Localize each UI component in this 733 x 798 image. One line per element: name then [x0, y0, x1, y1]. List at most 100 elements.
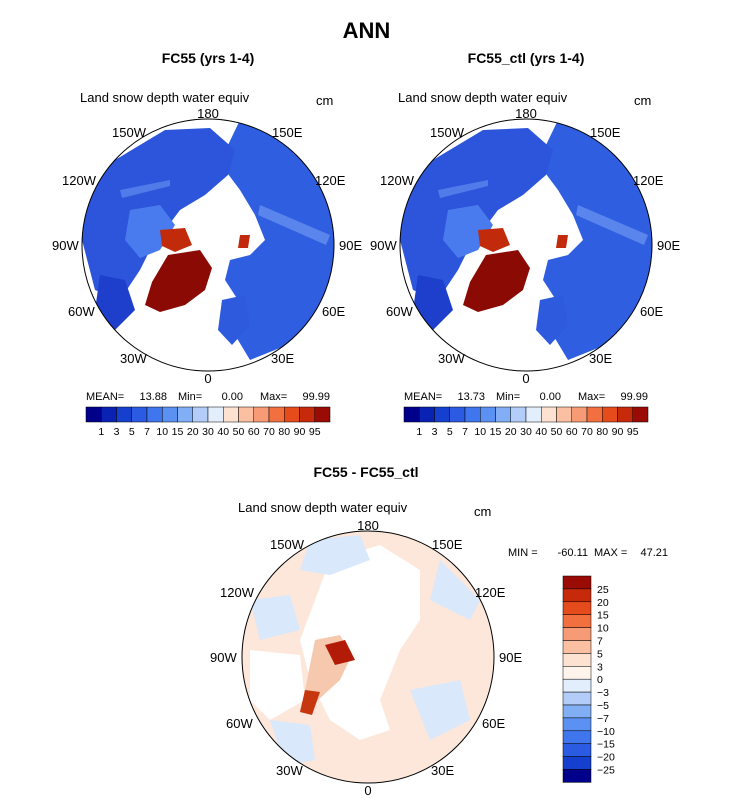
stats-mean-label: MEAN= [86, 391, 124, 403]
lon-label: 30W [438, 351, 465, 366]
colorbar-swatch [541, 406, 557, 423]
lon-label: 90W [210, 650, 237, 665]
colorbar-swatch [617, 406, 633, 423]
lon-label: 0 [204, 371, 211, 386]
panel-2-variable-label: Land snow depth water equiv [398, 90, 568, 105]
stats-mean-label: MEAN= [404, 391, 442, 403]
panel-1-lon-labels: 180 150E 120E 90E 60E 30E 0 30W 60W 90W … [52, 106, 362, 386]
panel-2-map-fill [400, 119, 652, 371]
colorbar-label: 3 [432, 426, 438, 438]
panel-1-units: cm [316, 93, 333, 108]
colorbar-swatch [403, 406, 420, 423]
colorbar-label: −25 [597, 765, 615, 777]
panel-3-units: cm [474, 504, 491, 519]
panel-1-map-border [81, 118, 335, 372]
lon-label: 60E [640, 304, 663, 319]
panel-1-colorbar: 1 3 5 7 10 15 20 30 40 50 60 70 80 90 95 [85, 406, 331, 438]
colorbar-label: 0 [597, 674, 603, 686]
colorbar-swatch [562, 627, 592, 641]
lon-label: 180 [357, 518, 379, 533]
colorbar-label: 80 [596, 426, 608, 438]
panel-1-stats: MEAN= 13.88 Min= 0.00 Max= 99.99 [86, 391, 330, 403]
lon-label: 120E [475, 585, 506, 600]
colorbar-label: 90 [294, 426, 306, 438]
page-title: ANN [342, 18, 391, 43]
stats-max-label: MAX = [594, 547, 627, 559]
stats-max: 99.99 [302, 391, 330, 403]
colorbar-swatch [116, 406, 132, 423]
colorbar-label: 15 [490, 426, 502, 438]
colorbar-label: 70 [581, 426, 593, 438]
lon-label: 30W [120, 351, 147, 366]
colorbar-swatch [562, 666, 592, 680]
panel-3-stats: MIN = -60.11 MAX = 47.21 [508, 547, 668, 559]
lon-label: 90E [657, 238, 680, 253]
colorbar-label: 50 [233, 426, 245, 438]
colorbar-swatch [571, 406, 588, 423]
colorbar-swatch [562, 601, 592, 615]
colorbar-label: −3 [597, 687, 609, 699]
colorbar-label: 1 [416, 426, 422, 438]
panel-1-map-fill [82, 119, 334, 371]
lon-label: 120W [220, 585, 255, 600]
colorbar-label: 80 [278, 426, 290, 438]
lon-label: 60E [482, 716, 505, 731]
stats-min-label: Min= [178, 391, 202, 403]
panel-2-colorbar: 1 3 5 7 10 15 20 30 40 50 60 70 80 90 95 [403, 406, 649, 438]
panel-2-title: FC55_ctl (yrs 1-4) [467, 50, 585, 66]
colorbar-label: 15 [172, 426, 184, 438]
panel-3: Land snow depth water equiv cm 180 150E … [210, 500, 668, 798]
colorbar-swatch [562, 717, 592, 732]
colorbar-label: 5 [447, 426, 453, 438]
lon-label: 60E [322, 304, 345, 319]
colorbar-swatch [562, 678, 592, 693]
lon-label: 120E [315, 173, 346, 188]
colorbar-swatch [162, 406, 178, 423]
colorbar-swatch [495, 406, 511, 423]
colorbar-swatch [525, 406, 542, 423]
colorbar-label: 70 [263, 426, 275, 438]
panel-1-variable-label: Land snow depth water equiv [80, 90, 250, 105]
colorbar-label: 20 [505, 426, 517, 438]
lon-label: 90W [370, 238, 397, 253]
colorbar-swatch [192, 406, 209, 423]
colorbar-swatch [434, 406, 450, 423]
colorbar-label: −7 [597, 713, 609, 725]
lon-label: 150W [112, 125, 147, 140]
panel-3-title: FC55 - FC55_ctl [313, 464, 419, 480]
colorbar-swatch [177, 406, 193, 423]
lon-label: 120E [633, 173, 664, 188]
colorbar-label: 3 [597, 661, 603, 673]
colorbar-swatch [253, 406, 270, 423]
panel-3-map-border [241, 530, 495, 784]
panel-2-stats: MEAN= 13.73 Min= 0.00 Max= 99.99 [404, 391, 648, 403]
colorbar-swatch [480, 406, 496, 423]
colorbar-swatch [556, 406, 572, 423]
colorbar-swatch [562, 575, 592, 590]
colorbar-swatch [131, 406, 148, 423]
panel-2-lon-labels: 180 150E 120E 90E 60E 30E 0 30W 60W 90W … [370, 106, 680, 386]
colorbar-swatch [562, 640, 592, 654]
stats-max: 99.99 [620, 391, 648, 403]
colorbar-label: 1 [98, 426, 104, 438]
lon-label: 60W [386, 304, 413, 319]
lon-label: 150W [430, 125, 465, 140]
lon-label: 180 [515, 106, 537, 121]
panel-3-lon-labels: 180 150E 120E 90E 60E 30E 0 30W 60W 90W … [210, 518, 522, 798]
stats-mean: 13.88 [139, 391, 167, 403]
stats-min: 0.00 [222, 391, 243, 403]
lon-label: 60W [226, 716, 253, 731]
colorbar-label: 3 [114, 426, 120, 438]
colorbar-label: 7 [144, 426, 150, 438]
colorbar-label: 5 [129, 426, 135, 438]
colorbar-label: 95 [627, 426, 639, 438]
lon-label: 90W [52, 238, 79, 253]
colorbar-label: −10 [597, 726, 615, 738]
colorbar-swatch [562, 691, 592, 706]
colorbar-swatch [562, 743, 592, 757]
colorbar-label: 7 [462, 426, 468, 438]
panel-2-map-border [399, 118, 653, 372]
colorbar-swatch [562, 730, 592, 744]
colorbar-label: −15 [597, 739, 615, 751]
